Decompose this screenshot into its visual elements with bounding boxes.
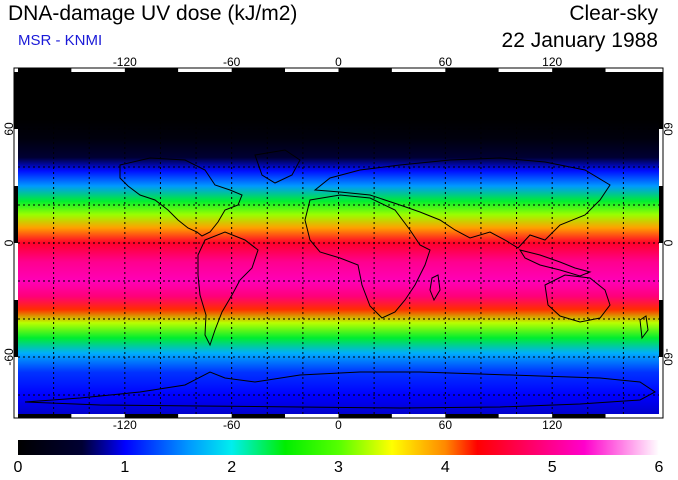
- frame-segment: [552, 68, 606, 72]
- frame-segment: [18, 68, 72, 72]
- frame-segment: [659, 129, 663, 186]
- frame-segment: [445, 68, 499, 72]
- uv-dose-map: [13, 67, 664, 419]
- frame-segment: [178, 68, 232, 72]
- frame-segment: [659, 300, 663, 357]
- frame-border: [13, 67, 664, 419]
- frame-segment: [14, 186, 18, 243]
- frame-segment: [338, 68, 392, 72]
- frame-segment: [14, 300, 18, 357]
- frame-segment: [605, 414, 659, 418]
- colorbar-tick-label: 2: [227, 459, 237, 476]
- frame-segment: [231, 414, 286, 418]
- frame-segment: [18, 414, 72, 418]
- lon-tick-label-bottom: -60: [222, 418, 241, 432]
- coast-indonesia: [518, 249, 592, 277]
- coast-new-zealand: [639, 315, 649, 340]
- frame-segment: [285, 68, 339, 72]
- colorbar-tick-label: 4: [440, 459, 450, 476]
- lon-tick-label-top: -60: [222, 55, 241, 69]
- lon-tick-label-top: -120: [112, 55, 137, 69]
- coast-africa: [304, 194, 431, 319]
- frame-segment: [659, 357, 663, 414]
- map-frame: [13, 67, 664, 419]
- lon-tick-label-top: 120: [542, 55, 563, 69]
- lon-tick-label-top: 60: [438, 55, 453, 69]
- map-title: DNA-damage UV dose (kJ/m2): [8, 2, 298, 25]
- frame-segment: [124, 68, 179, 72]
- frame-segment: [14, 129, 18, 186]
- frame-segment: [498, 414, 553, 418]
- frame-segment: [659, 186, 663, 243]
- frame-segment: [605, 68, 659, 72]
- frame-segment: [338, 414, 392, 418]
- coast-south-america: [197, 231, 259, 347]
- frame-segment: [71, 414, 125, 418]
- frame-segment: [14, 357, 18, 414]
- frame-segment: [285, 414, 339, 418]
- frame-segment: [659, 72, 663, 129]
- frame-segment: [14, 243, 18, 300]
- frame-segment: [391, 414, 446, 418]
- frame-segment: [124, 414, 179, 418]
- frame-segment: [391, 68, 446, 72]
- date-label: 22 January 1988: [501, 29, 658, 52]
- coast-australia: [544, 274, 611, 323]
- lon-tick-label-top: 0: [335, 55, 342, 69]
- frame-segment: [231, 68, 286, 72]
- coast-north-america: [119, 157, 243, 237]
- coast-antarctica: [24, 371, 656, 409]
- frame-segment: [552, 414, 606, 418]
- lon-tick-label-bottom: 120: [542, 418, 563, 432]
- frame-segment: [178, 414, 232, 418]
- colorbar-gradient: [18, 440, 659, 455]
- colorbar-tick-label: 1: [120, 459, 130, 476]
- source-label: MSR - KNMI: [18, 32, 103, 49]
- colorbar-tick-label: 0: [13, 459, 23, 476]
- sky-condition-label: Clear-sky: [569, 2, 658, 25]
- frame-segment: [659, 243, 663, 300]
- lon-tick-label-bottom: 60: [438, 418, 453, 432]
- colorbar-tick-label: 5: [547, 459, 557, 476]
- colorbar-tick-label: 6: [654, 459, 664, 476]
- coastlines: [24, 149, 656, 409]
- frame-segment: [71, 68, 125, 72]
- frame-segment: [498, 68, 553, 72]
- coast-greenland: [254, 149, 301, 184]
- lon-tick-label-bottom: 0: [335, 418, 342, 432]
- frame-segment: [445, 414, 499, 418]
- lon-tick-label-bottom: -120: [112, 418, 137, 432]
- frame-segment: [14, 72, 18, 129]
- coast-eurasia: [313, 157, 611, 249]
- colorbar-tick-label: 3: [334, 459, 343, 476]
- graticule: [18, 72, 659, 414]
- coast-madagascar: [429, 274, 441, 302]
